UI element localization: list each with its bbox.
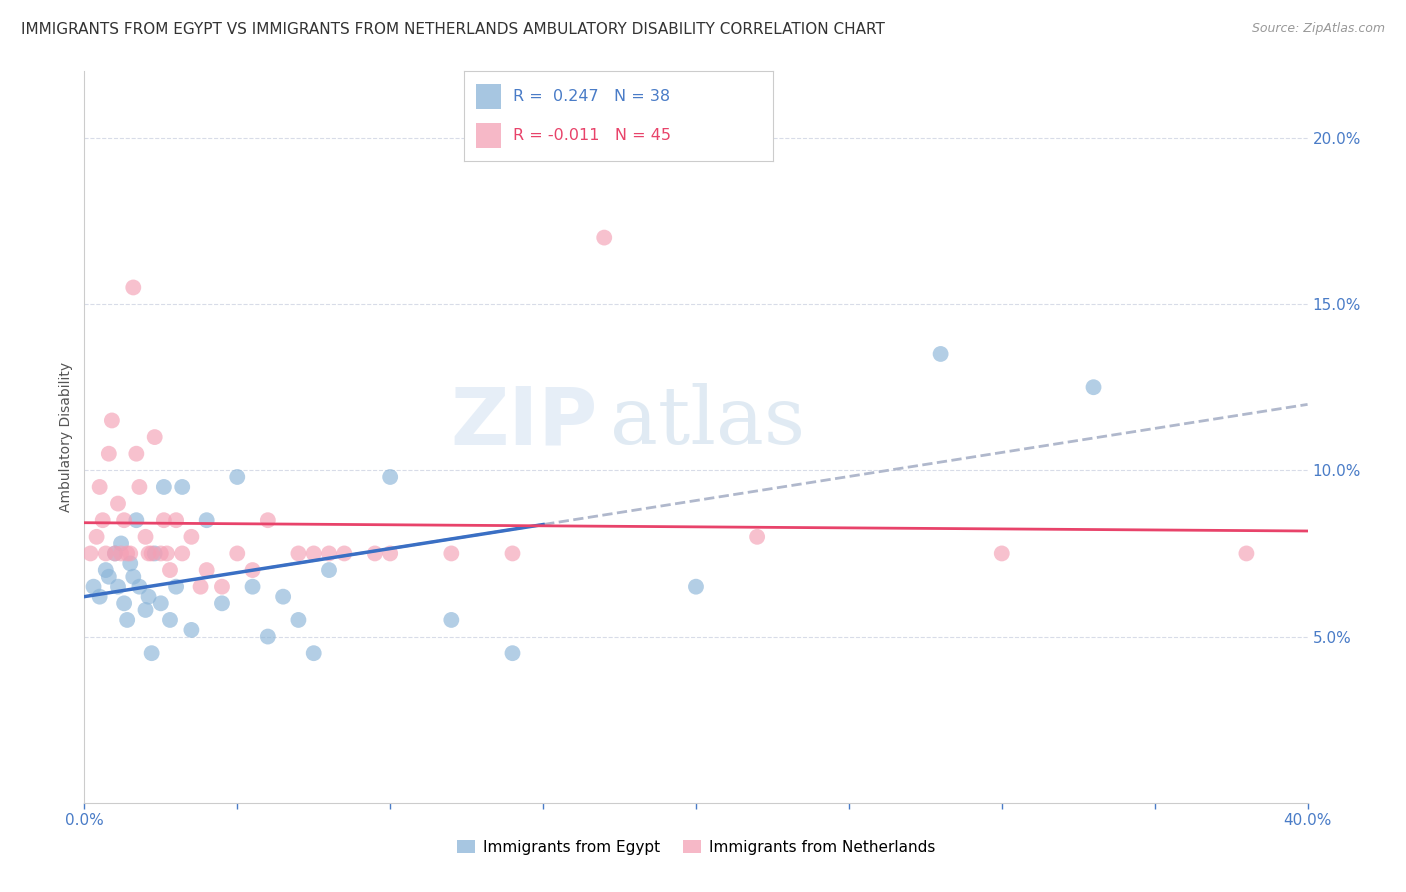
Text: atlas: atlas — [610, 384, 806, 461]
Point — [747, 530, 769, 544]
Point — [318, 546, 340, 560]
Point — [172, 546, 194, 560]
Point — [302, 646, 325, 660]
Point — [89, 590, 111, 604]
Point — [991, 546, 1014, 560]
Point — [107, 580, 129, 594]
Point — [104, 546, 127, 560]
Point — [112, 596, 135, 610]
Point — [190, 580, 212, 594]
Bar — [477, 123, 501, 148]
Point — [257, 630, 280, 644]
Point — [271, 590, 294, 604]
Point — [143, 430, 166, 444]
Legend: Immigrants from Egypt, Immigrants from Netherlands: Immigrants from Egypt, Immigrants from N… — [451, 834, 941, 861]
Point — [79, 546, 101, 560]
Point — [125, 447, 148, 461]
Point — [302, 546, 325, 560]
Point — [112, 513, 135, 527]
Point — [120, 557, 142, 571]
Text: R =  0.247   N = 38: R = 0.247 N = 38 — [513, 89, 671, 103]
Point — [94, 563, 117, 577]
Point — [165, 513, 187, 527]
Point — [156, 546, 179, 560]
Point — [115, 613, 138, 627]
Point — [172, 480, 194, 494]
Point — [180, 623, 202, 637]
Point — [94, 546, 117, 560]
Text: R = -0.011   N = 45: R = -0.011 N = 45 — [513, 128, 672, 143]
Point — [138, 546, 160, 560]
Point — [125, 513, 148, 527]
Point — [122, 280, 145, 294]
Point — [929, 347, 952, 361]
Point — [226, 470, 249, 484]
Point — [502, 546, 524, 560]
Text: ZIP: ZIP — [451, 384, 598, 461]
Point — [440, 546, 463, 560]
Point — [1236, 546, 1258, 560]
Point — [143, 546, 166, 560]
Point — [83, 580, 105, 594]
Point — [380, 546, 402, 560]
Point — [91, 513, 114, 527]
Point — [141, 546, 163, 560]
Point — [138, 590, 160, 604]
Point — [101, 413, 124, 427]
Point — [159, 613, 181, 627]
Point — [97, 570, 120, 584]
Point — [1083, 380, 1105, 394]
Y-axis label: Ambulatory Disability: Ambulatory Disability — [59, 362, 73, 512]
Point — [380, 470, 402, 484]
Point — [97, 447, 120, 461]
Point — [149, 596, 172, 610]
Point — [141, 646, 163, 660]
Point — [440, 613, 463, 627]
Point — [104, 546, 127, 560]
Point — [120, 546, 142, 560]
Point — [180, 530, 202, 544]
Point — [165, 580, 187, 594]
Point — [593, 230, 616, 244]
Point — [159, 563, 181, 577]
Point — [287, 546, 309, 560]
Point — [135, 603, 157, 617]
Text: Source: ZipAtlas.com: Source: ZipAtlas.com — [1251, 22, 1385, 36]
Point — [287, 613, 309, 627]
Point — [226, 546, 249, 560]
Point — [211, 580, 233, 594]
Point — [257, 513, 280, 527]
Point — [318, 563, 340, 577]
Point — [89, 480, 111, 494]
Point — [195, 563, 218, 577]
Bar — [477, 84, 501, 109]
Point — [149, 546, 172, 560]
Point — [110, 536, 132, 550]
Point — [333, 546, 356, 560]
Point — [685, 580, 707, 594]
Point — [107, 497, 129, 511]
Point — [364, 546, 387, 560]
Point — [211, 596, 233, 610]
Point — [115, 546, 138, 560]
Point — [122, 570, 145, 584]
Point — [502, 646, 524, 660]
Point — [128, 580, 150, 594]
Point — [128, 480, 150, 494]
Point — [153, 513, 176, 527]
Point — [153, 480, 176, 494]
Point — [110, 546, 132, 560]
Point — [242, 563, 264, 577]
Point — [135, 530, 157, 544]
Point — [195, 513, 218, 527]
Point — [86, 530, 108, 544]
Text: IMMIGRANTS FROM EGYPT VS IMMIGRANTS FROM NETHERLANDS AMBULATORY DISABILITY CORRE: IMMIGRANTS FROM EGYPT VS IMMIGRANTS FROM… — [21, 22, 884, 37]
Point — [242, 580, 264, 594]
